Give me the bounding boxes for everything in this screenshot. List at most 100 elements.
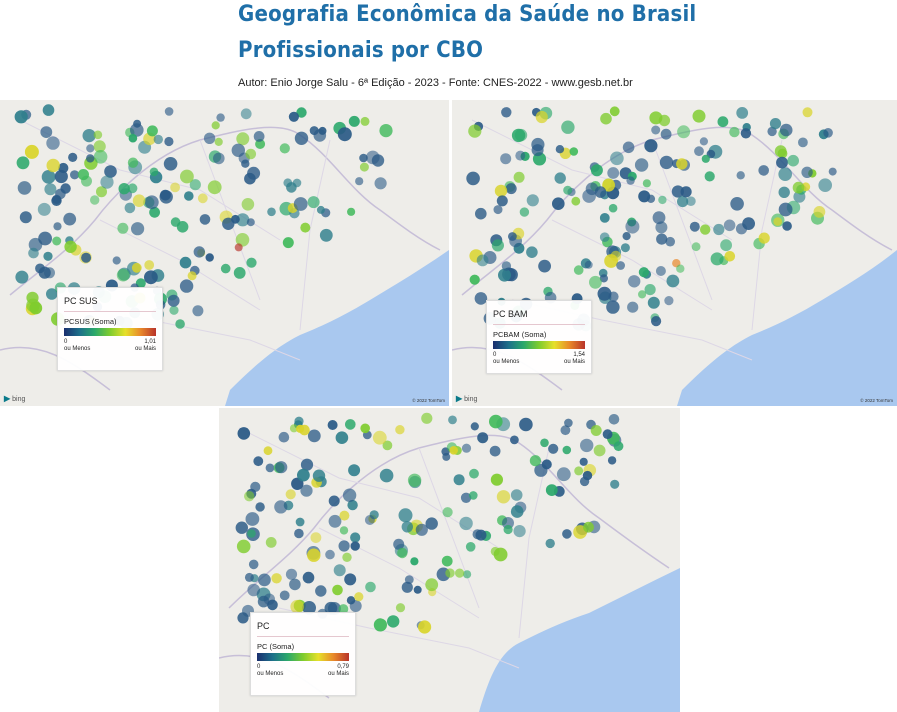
- heat-dot: [339, 510, 350, 521]
- map-pc-sus[interactable]: PC SUS PCSUS (Soma) 0 1,01 ou Menos ou M…: [0, 100, 449, 406]
- heat-dot: [720, 239, 732, 252]
- heat-dot: [169, 305, 179, 315]
- heat-dot: [366, 150, 380, 165]
- legend-title: PC SUS: [64, 296, 98, 306]
- heat-dot: [246, 218, 255, 227]
- heat-dot: [627, 301, 639, 313]
- heat-dot: [153, 134, 163, 145]
- state-border: [461, 126, 893, 296]
- heat-dot: [117, 222, 129, 234]
- heat-dot: [606, 300, 620, 314]
- heat-dot: [164, 107, 174, 116]
- heat-dot: [774, 145, 787, 158]
- heat-dot: [258, 573, 271, 587]
- heat-dot: [442, 452, 451, 461]
- heat-dot: [626, 176, 635, 185]
- heat-dot: [469, 491, 478, 500]
- heat-dot: [77, 169, 89, 181]
- heat-dot: [58, 162, 69, 174]
- bing-icon: ▶: [4, 394, 11, 403]
- heat-dot: [307, 429, 321, 443]
- heat-dot: [610, 479, 620, 489]
- heat-dot: [42, 104, 55, 116]
- heat-dot: [644, 139, 658, 153]
- heat-dot: [290, 599, 304, 614]
- heat-dot: [441, 555, 453, 567]
- heat-dot: [318, 126, 327, 135]
- heat-dot: [493, 205, 503, 215]
- heat-dot: [778, 202, 793, 217]
- heat-dot: [131, 222, 145, 236]
- legend-field: PC (Soma): [257, 642, 295, 651]
- heat-dot: [289, 578, 301, 591]
- heat-dot: [339, 526, 349, 535]
- heat-dot: [285, 568, 298, 580]
- heat-dot: [265, 463, 275, 473]
- heat-dot: [149, 167, 159, 177]
- heat-dot: [70, 170, 80, 180]
- heat-dot: [373, 618, 387, 632]
- heat-dot: [490, 546, 500, 556]
- heat-dot: [455, 568, 465, 578]
- heat-dot: [347, 499, 358, 511]
- heat-dot: [489, 414, 503, 429]
- heat-dot: [526, 194, 539, 207]
- heat-dot: [112, 256, 121, 265]
- state-border: [9, 126, 441, 296]
- heat-dot: [740, 128, 752, 139]
- heat-dot: [144, 270, 158, 285]
- heat-dot: [655, 221, 668, 234]
- heat-dot: [344, 573, 357, 586]
- heat-dot: [247, 583, 260, 597]
- map-copyright: © 2022 TomTom: [860, 398, 893, 403]
- heat-dot: [538, 259, 551, 273]
- bing-attribution[interactable]: ▶ bing: [4, 394, 26, 403]
- heat-dot: [53, 222, 62, 231]
- heat-dot: [510, 489, 523, 501]
- heat-dot: [248, 559, 259, 570]
- heat-dot: [265, 537, 277, 548]
- map-pc[interactable]: PC PC (Soma) 0 0,79 ou Menos ou Mais: [219, 408, 680, 712]
- heat-dot: [348, 464, 361, 477]
- heat-dot: [93, 150, 108, 164]
- heat-dot: [651, 316, 662, 327]
- heat-dot: [235, 521, 248, 534]
- heat-dot: [710, 252, 724, 266]
- heat-dot: [294, 528, 304, 539]
- heat-dot: [275, 461, 288, 474]
- heat-dot: [692, 109, 706, 123]
- heat-layer: [235, 412, 624, 634]
- heat-dot: [307, 196, 320, 209]
- heat-dot: [100, 175, 114, 189]
- heat-dot: [360, 116, 370, 126]
- heat-dot: [374, 177, 387, 190]
- heat-dot: [24, 144, 39, 159]
- heat-dot: [288, 111, 299, 122]
- heat-dot: [128, 133, 138, 143]
- heat-dot: [207, 180, 222, 195]
- heat-dot: [622, 232, 631, 241]
- heat-dot: [463, 570, 472, 579]
- heat-dot: [659, 155, 674, 170]
- heat-dot: [180, 169, 194, 184]
- heat-dot: [294, 131, 309, 145]
- heat-dot: [96, 186, 107, 198]
- heat-dot: [144, 195, 159, 210]
- heat-dot: [404, 575, 414, 584]
- heat-dot: [607, 456, 617, 465]
- heat-dot: [338, 540, 350, 552]
- bing-attribution[interactable]: ▶ bing: [456, 394, 478, 403]
- heat-dot: [364, 515, 375, 525]
- heat-dot: [769, 118, 782, 130]
- heat-dot: [63, 212, 77, 226]
- heat-dot: [501, 261, 512, 271]
- heat-dot: [818, 178, 832, 192]
- heat-dot: [787, 154, 799, 167]
- heat-dot: [459, 516, 473, 531]
- heat-dot: [413, 585, 422, 594]
- heat-dot: [609, 106, 620, 117]
- heat-dot: [387, 615, 400, 628]
- heat-dot: [164, 136, 174, 147]
- heat-dot: [347, 207, 356, 216]
- map-pc-bam[interactable]: PC BAM PCBAM (Soma) 0 1,54 ou Menos ou M…: [452, 100, 897, 406]
